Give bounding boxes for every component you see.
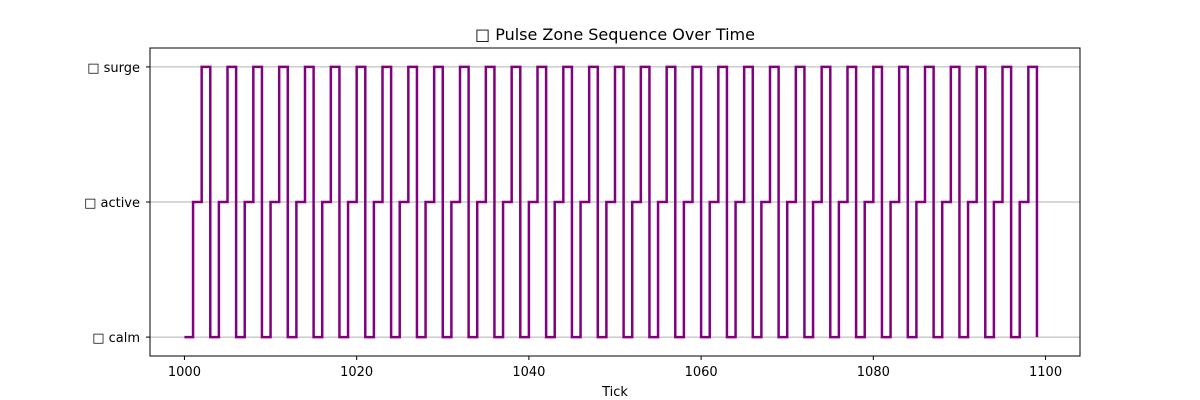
y-tick-label: □ surge xyxy=(87,61,140,76)
x-axis-label: Tick xyxy=(601,385,628,400)
x-tick-label: 1060 xyxy=(685,365,718,380)
x-tick-label: 1020 xyxy=(340,365,373,380)
series-group xyxy=(184,65,1039,339)
x-tick-label: 1100 xyxy=(1029,365,1062,380)
x-tick-label: 1000 xyxy=(168,365,201,380)
x-tick-label: 1080 xyxy=(857,365,890,380)
y-axis: □ calm □ active □ surge xyxy=(84,61,150,346)
chart-title: □ Pulse Zone Sequence Over Time xyxy=(475,25,755,44)
x-axis: 1000 1020 1040 1060 1080 1100 xyxy=(168,356,1062,380)
series-line xyxy=(184,65,1039,339)
y-tick-label: □ active xyxy=(84,196,140,211)
x-tick-label: 1040 xyxy=(512,365,545,380)
y-tick-label: □ calm xyxy=(92,331,140,346)
